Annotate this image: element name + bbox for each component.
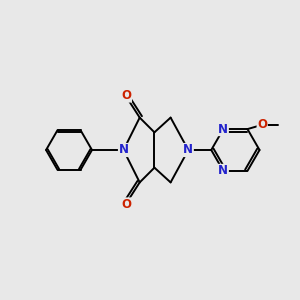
Text: O: O — [122, 89, 131, 102]
Text: O: O — [257, 118, 267, 131]
Text: N: N — [218, 123, 228, 136]
Text: O: O — [122, 198, 131, 211]
Text: N: N — [218, 164, 228, 177]
Text: N: N — [183, 143, 193, 157]
Text: N: N — [118, 143, 128, 157]
